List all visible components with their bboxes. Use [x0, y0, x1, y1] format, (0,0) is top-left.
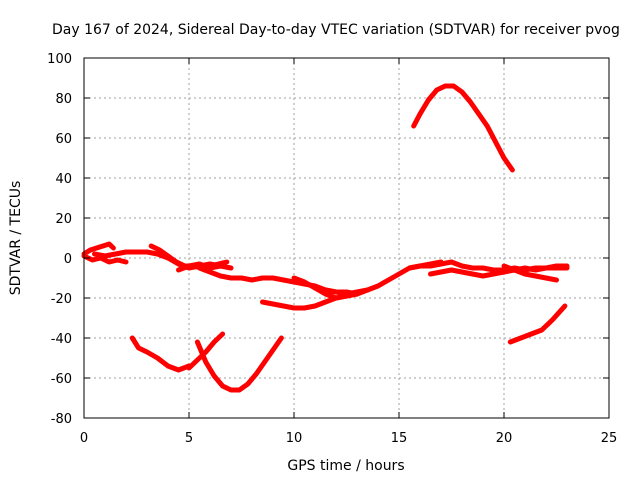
x-tick-label-2: 10: [286, 431, 303, 446]
x-tick-label-5: 25: [601, 431, 618, 446]
y-tick-label-3: -20: [51, 292, 72, 307]
series-s17-line: [507, 303, 568, 345]
series-s10-line: [129, 335, 192, 373]
grid-lines: [84, 58, 609, 418]
y-tick-label-8: 80: [55, 92, 72, 107]
x-tick-label-3: 15: [391, 431, 408, 446]
x-axis-label: GPS time / hours: [287, 458, 404, 474]
series-s13-line: [411, 83, 515, 173]
series-layer: [81, 83, 570, 393]
y-tick-label-7: 60: [55, 132, 72, 147]
y-tick-label-2: -40: [51, 332, 72, 347]
series-s15-line: [428, 265, 570, 279]
series-s1-line: [81, 241, 116, 257]
x-tick-label-0: 0: [80, 431, 88, 446]
series-s2-line: [81, 253, 129, 265]
x-tick-label-4: 20: [496, 431, 513, 446]
y-axis-label: SDTVAR / TECUs: [8, 181, 24, 296]
y-tick-label-4: 0: [64, 252, 72, 267]
series-s12-line: [194, 335, 284, 393]
series-s5-line: [176, 261, 223, 273]
chart-title: Day 167 of 2024, Sidereal Day-to-day VTE…: [52, 22, 620, 38]
y-tick-label-5: 20: [55, 212, 72, 227]
series-s8-line: [312, 285, 370, 297]
x-tick-label-1: 5: [185, 431, 193, 446]
y-tick-label-6: 40: [55, 172, 72, 187]
y-tick-label-9: 100: [47, 52, 72, 67]
y-axis-ticks: -80 -60 -40 -20 0 20 40 60 80 100: [47, 52, 609, 427]
y-tick-label-0: -80: [51, 412, 72, 427]
x-axis-ticks: 0 5 10 15 20 25: [80, 58, 617, 446]
series-s11-line: [186, 331, 226, 371]
series-s16-line: [501, 263, 559, 283]
series-s9-line: [260, 291, 360, 311]
plot-frame: [83, 57, 610, 419]
y-tick-label-1: -60: [51, 372, 72, 387]
